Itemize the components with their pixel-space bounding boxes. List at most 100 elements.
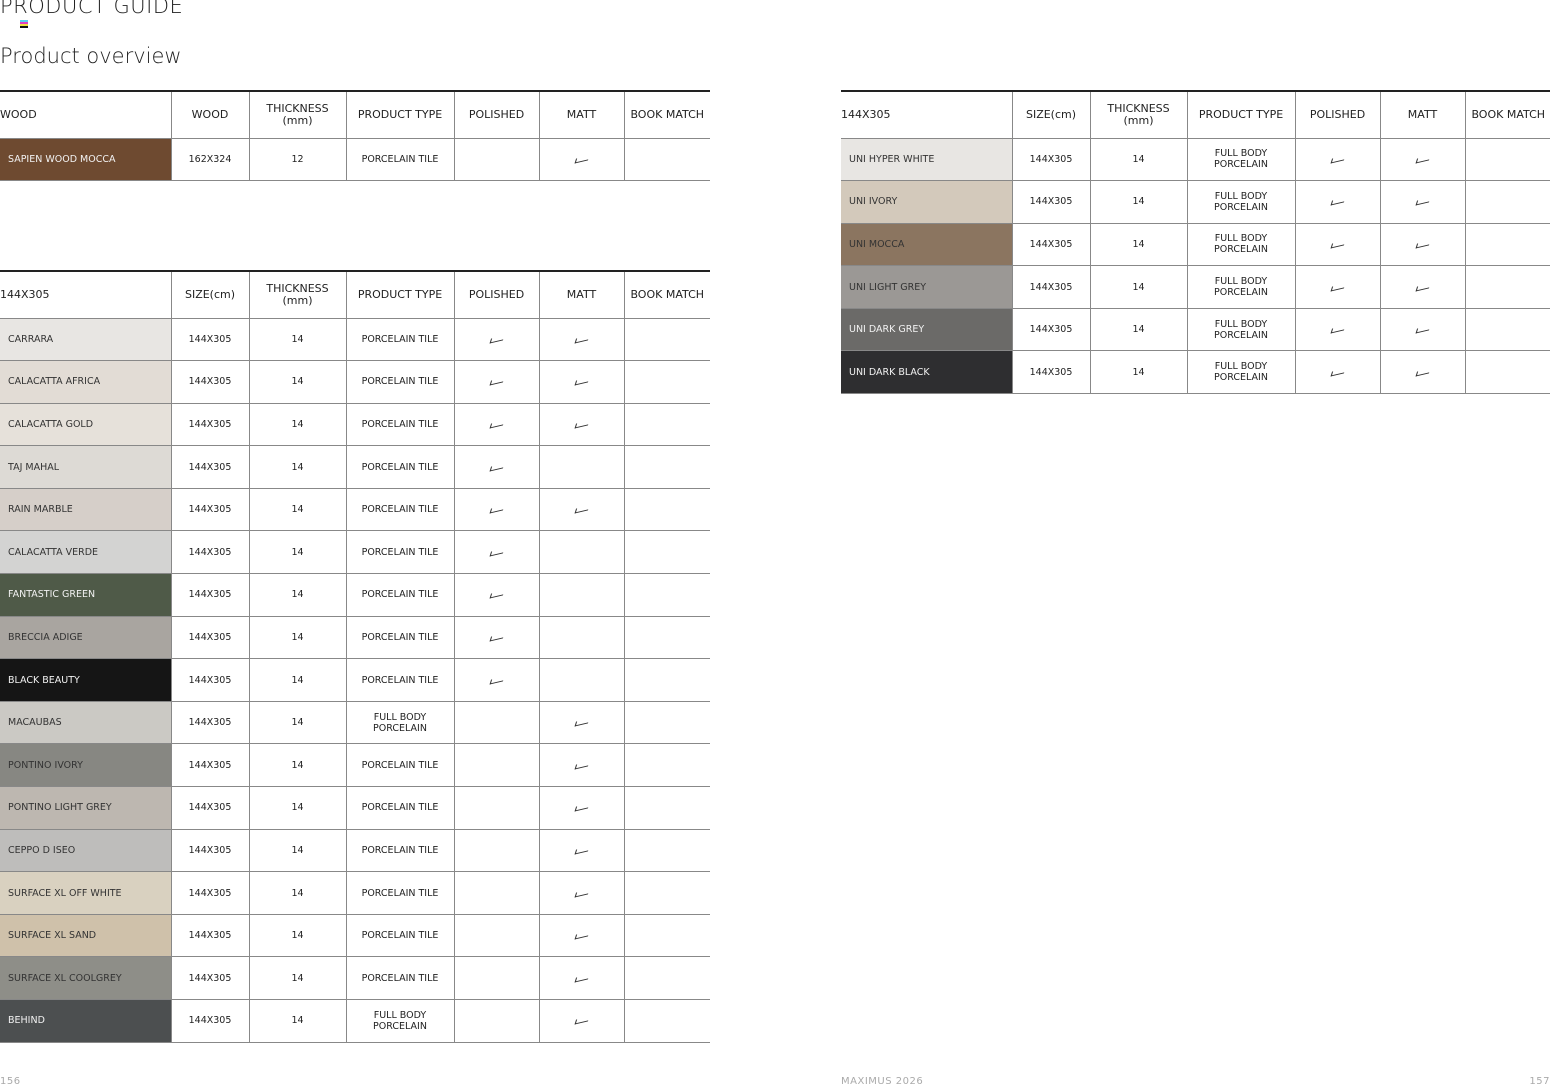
cell-size: 144X305 bbox=[170, 786, 249, 830]
cell-matt bbox=[538, 743, 624, 788]
check-icon bbox=[1415, 325, 1430, 334]
cell-type: PORCELAIN TILE bbox=[345, 318, 454, 362]
product-swatch-name: PONTINO IVORY bbox=[0, 743, 171, 788]
cell-polished bbox=[1294, 223, 1380, 267]
cell-type: FULL BODY PORCELAIN bbox=[1186, 308, 1295, 352]
cell-size: 144X305 bbox=[170, 616, 249, 660]
check-icon bbox=[1415, 155, 1430, 164]
cell-book_match bbox=[623, 871, 710, 915]
cell-book_match bbox=[623, 138, 710, 182]
cell-type: PORCELAIN TILE bbox=[345, 871, 454, 915]
table-row: SURFACE XL SAND 144X305 14 PORCELAIN TILE bbox=[0, 914, 710, 958]
cell-matt bbox=[1379, 265, 1465, 309]
product-swatch-name: TAJ MAHAL bbox=[0, 445, 171, 489]
cell-matt bbox=[538, 318, 624, 362]
product-swatch-name: SURFACE XL OFF WHITE bbox=[0, 871, 171, 915]
table-row: BEHIND 144X305 14 FULL BODY PORCELAIN bbox=[0, 999, 710, 1043]
cell-polished bbox=[453, 786, 539, 830]
check-icon bbox=[1330, 155, 1345, 164]
table-row: CALACATTA VERDE 144X305 14 PORCELAIN TILE bbox=[0, 530, 710, 575]
cell-type: PORCELAIN TILE bbox=[345, 573, 454, 617]
cell-thickness: 12 bbox=[248, 138, 346, 182]
cell-thickness: 14 bbox=[248, 360, 346, 404]
check-icon bbox=[489, 590, 504, 599]
check-icon bbox=[574, 846, 589, 855]
cell-size: 144X305 bbox=[170, 445, 249, 489]
table-row: UNI LIGHT GREY 144X305 14 FULL BODY PORCELA… bbox=[841, 265, 1550, 309]
cell-type: PORCELAIN TILE bbox=[345, 445, 454, 489]
cell-thickness: 14 bbox=[1089, 350, 1187, 395]
product-swatch-name: BLACK BEAUTY bbox=[0, 658, 171, 702]
product-swatch-name: SAPIEN WOOD MOCCA bbox=[0, 138, 171, 182]
cell-thickness: 14 bbox=[1089, 223, 1187, 267]
cell-type: PORCELAIN TILE bbox=[345, 914, 454, 958]
cell-thickness: 14 bbox=[248, 488, 346, 532]
cell-matt bbox=[538, 871, 624, 915]
check-icon bbox=[1330, 325, 1345, 334]
product-swatch-name: BEHIND bbox=[0, 999, 171, 1043]
column-header: 144X305 bbox=[841, 91, 1012, 139]
column-header: MATT bbox=[538, 271, 624, 319]
cell-size: 144X305 bbox=[170, 914, 249, 958]
cell-polished bbox=[453, 616, 539, 660]
cell-matt bbox=[538, 786, 624, 830]
cell-polished bbox=[453, 403, 539, 447]
check-icon bbox=[1330, 368, 1345, 377]
check-icon bbox=[574, 974, 589, 983]
color-bar-mark bbox=[20, 20, 28, 28]
check-icon bbox=[489, 505, 504, 514]
cell-book_match bbox=[623, 829, 710, 873]
check-icon bbox=[489, 633, 504, 642]
column-header: WOOD bbox=[0, 91, 171, 139]
cell-thickness: 14 bbox=[248, 743, 346, 788]
cell-type: FULL BODY PORCELAIN bbox=[1186, 265, 1295, 309]
cell-book_match bbox=[623, 403, 710, 447]
product-swatch-name: BRECCIA ADIGE bbox=[0, 616, 171, 660]
cell-type: PORCELAIN TILE bbox=[345, 360, 454, 404]
check-icon bbox=[1330, 283, 1345, 292]
column-header: POLISHED bbox=[1294, 91, 1380, 139]
cell-book_match bbox=[623, 318, 710, 362]
product-swatch-name: CARRARA bbox=[0, 318, 171, 362]
product-swatch-name: PONTINO LIGHT GREY bbox=[0, 786, 171, 830]
section-heading: PRODUCT GUIDE bbox=[0, 0, 184, 18]
cell-matt bbox=[538, 403, 624, 447]
wood-table: WOOD WOOD THICKNESS (mm) PRODUCT TYPE POLISH… bbox=[0, 90, 710, 182]
cell-matt bbox=[1379, 138, 1465, 182]
check-icon bbox=[1415, 197, 1430, 206]
table-row: CALACATTA GOLD 144X305 14 PORCELAIN TILE bbox=[0, 403, 710, 447]
product-swatch-name: CEPPO D ISEO bbox=[0, 829, 171, 873]
cell-book_match bbox=[623, 658, 710, 702]
check-icon bbox=[574, 377, 589, 386]
product-swatch-name: FANTASTIC GREEN bbox=[0, 573, 171, 617]
cell-matt bbox=[1379, 223, 1465, 267]
cell-polished bbox=[1294, 265, 1380, 309]
table-row: PONTINO IVORY 144X305 14 PORCELAIN TILE bbox=[0, 743, 710, 788]
cell-book_match bbox=[623, 786, 710, 830]
cell-thickness: 14 bbox=[248, 616, 346, 660]
table-row: UNI HYPER WHITE 144X305 14 FULL BODY PORCEL… bbox=[841, 138, 1550, 182]
cell-polished bbox=[453, 658, 539, 702]
product-swatch-name: RAIN MARBLE bbox=[0, 488, 171, 532]
product-swatch-name: SURFACE XL COOLGREY bbox=[0, 956, 171, 1000]
column-header: MATT bbox=[538, 91, 624, 139]
cell-type: FULL BODY PORCELAIN bbox=[1186, 223, 1295, 267]
cell-book_match bbox=[623, 530, 710, 575]
cell-thickness: 14 bbox=[248, 956, 346, 1000]
column-header: PRODUCT TYPE bbox=[345, 91, 454, 139]
cell-size: 144X305 bbox=[170, 488, 249, 532]
cell-matt bbox=[1379, 308, 1465, 352]
check-icon bbox=[574, 931, 589, 940]
column-header: THICKNESS (mm) bbox=[1089, 91, 1187, 139]
cell-size: 144X305 bbox=[1011, 180, 1090, 224]
cell-polished bbox=[453, 743, 539, 788]
cell-size: 144X305 bbox=[1011, 350, 1090, 395]
cell-book_match bbox=[1464, 180, 1550, 224]
table-row: UNI DARK BLACK 144X305 14 FULL BODY PORCELA… bbox=[841, 350, 1550, 395]
check-icon bbox=[574, 889, 589, 897]
table-row: UNI IVORY 144X305 14 FULL BODY PORCELAIN bbox=[841, 180, 1550, 224]
cell-matt bbox=[538, 658, 624, 702]
cell-size: 144X305 bbox=[170, 999, 249, 1043]
slab-table-right: 144X305 SIZE(cm) THICKNESS (mm) PRODUCT TYP… bbox=[841, 90, 1550, 395]
column-header: THICKNESS (mm) bbox=[248, 91, 346, 139]
